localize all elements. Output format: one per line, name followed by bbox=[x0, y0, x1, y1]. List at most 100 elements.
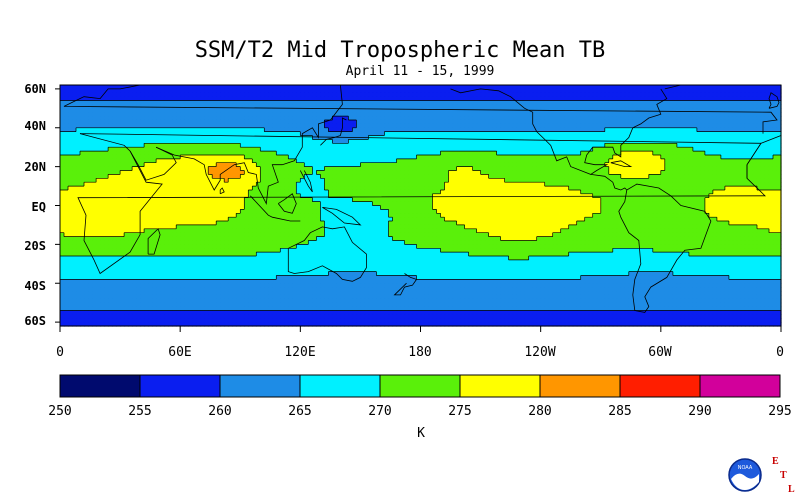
field-cell bbox=[764, 96, 770, 102]
field-cell bbox=[520, 151, 526, 156]
field-cell bbox=[704, 119, 710, 125]
field-cell bbox=[120, 147, 125, 152]
field-cell bbox=[504, 123, 510, 129]
field-cell bbox=[600, 96, 606, 102]
field-cell bbox=[464, 104, 470, 109]
field-cell bbox=[720, 112, 726, 117]
field-cell bbox=[160, 123, 165, 129]
field-cell bbox=[128, 112, 133, 117]
field-cell bbox=[496, 112, 502, 117]
field-cell bbox=[128, 139, 133, 144]
field-cell bbox=[228, 104, 233, 109]
field-cell bbox=[280, 119, 285, 125]
field-cell bbox=[228, 139, 233, 144]
field-cell bbox=[548, 96, 554, 102]
field-cell bbox=[748, 100, 754, 106]
field-cell bbox=[672, 186, 678, 191]
field-cell bbox=[464, 123, 470, 129]
field-cell bbox=[68, 108, 73, 113]
field-cell bbox=[488, 189, 494, 195]
field-cell bbox=[348, 147, 354, 152]
field-cell bbox=[404, 162, 410, 168]
field-cell bbox=[296, 96, 301, 102]
field-cell bbox=[500, 151, 506, 156]
field-cell bbox=[176, 189, 181, 195]
field-cell bbox=[392, 96, 398, 102]
field-cell bbox=[608, 154, 614, 160]
field-cell bbox=[140, 116, 145, 121]
field-cell bbox=[308, 170, 313, 176]
field-cell bbox=[308, 189, 313, 195]
field-cell bbox=[164, 92, 169, 98]
field-cell bbox=[532, 170, 538, 176]
field-cell bbox=[204, 92, 209, 98]
field-cell bbox=[764, 100, 770, 106]
field-cell bbox=[120, 108, 125, 113]
field-cell bbox=[444, 143, 450, 148]
field-cell bbox=[608, 88, 614, 94]
field-cell bbox=[520, 139, 526, 144]
field-cell bbox=[716, 151, 722, 156]
field-cell bbox=[480, 131, 486, 137]
field-cell bbox=[92, 170, 97, 176]
field-cell bbox=[156, 162, 161, 168]
field-cell bbox=[688, 104, 694, 109]
field-cell bbox=[508, 112, 514, 117]
field-cell bbox=[652, 108, 658, 113]
field-cell bbox=[476, 178, 482, 183]
field-cell bbox=[292, 178, 297, 183]
field-cell bbox=[412, 151, 418, 156]
field-cell bbox=[544, 112, 550, 117]
field-cell bbox=[504, 154, 510, 160]
field-cell bbox=[368, 178, 374, 183]
field-cell bbox=[628, 119, 634, 125]
field-cell bbox=[360, 174, 366, 179]
field-cell bbox=[676, 85, 682, 90]
field-cell bbox=[180, 147, 185, 152]
field-cell bbox=[412, 182, 418, 187]
field-cell bbox=[560, 162, 566, 168]
field-cell bbox=[572, 123, 578, 129]
field-cell bbox=[484, 186, 490, 191]
field-cell bbox=[512, 119, 518, 125]
field-cell bbox=[208, 139, 213, 144]
field-cell bbox=[648, 112, 654, 117]
field-cell bbox=[164, 182, 169, 187]
field-cell bbox=[216, 116, 221, 121]
field-cell bbox=[536, 92, 542, 98]
field-cell bbox=[460, 119, 466, 125]
field-cell bbox=[688, 166, 694, 172]
field-cell bbox=[376, 178, 382, 183]
field-cell bbox=[768, 139, 774, 144]
field-cell bbox=[420, 104, 426, 109]
field-cell bbox=[472, 162, 478, 168]
field-cell bbox=[384, 147, 390, 152]
field-cell bbox=[80, 112, 85, 117]
field-cell bbox=[288, 174, 293, 179]
field-cell bbox=[124, 88, 129, 94]
field-cell bbox=[776, 158, 782, 164]
field-cell bbox=[76, 92, 81, 98]
field-cell bbox=[400, 166, 406, 172]
field-cell bbox=[208, 174, 213, 179]
field-cell bbox=[636, 131, 642, 137]
field-cell bbox=[692, 104, 698, 109]
field-cell bbox=[748, 131, 754, 137]
field-cell bbox=[252, 174, 257, 179]
field-cell bbox=[448, 174, 454, 179]
field-cell bbox=[528, 127, 534, 133]
field-cell bbox=[200, 85, 205, 90]
field-cell bbox=[264, 182, 269, 187]
field-cell bbox=[432, 108, 438, 113]
field-cell bbox=[536, 166, 542, 172]
field-cell bbox=[112, 158, 117, 164]
field-cell bbox=[644, 162, 650, 168]
field-cell bbox=[272, 147, 277, 152]
field-cell bbox=[352, 119, 358, 125]
field-cell bbox=[576, 96, 582, 102]
field-cell bbox=[80, 178, 85, 183]
field-cell bbox=[704, 158, 710, 164]
field-cell bbox=[632, 108, 638, 113]
field-cell bbox=[596, 151, 602, 156]
field-cell bbox=[456, 92, 462, 98]
